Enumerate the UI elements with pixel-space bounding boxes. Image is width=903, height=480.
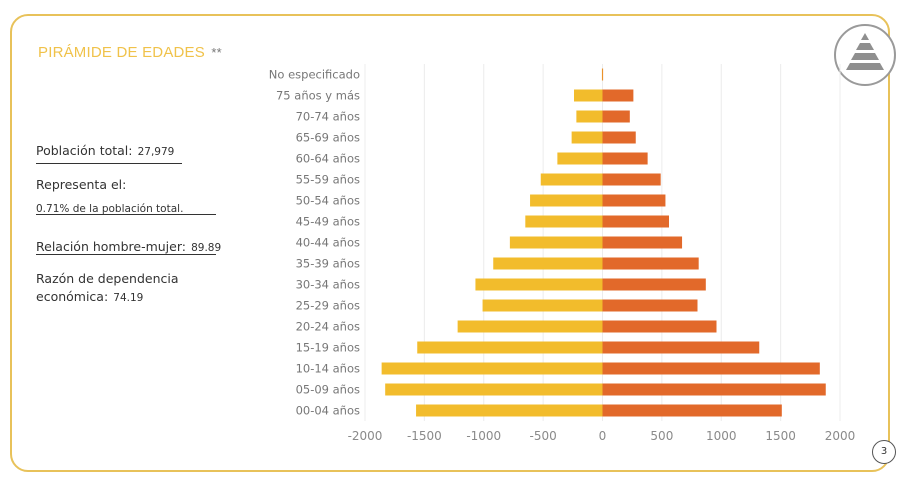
title-suffix: ** bbox=[211, 45, 222, 60]
razon-label-2: económica: bbox=[36, 289, 109, 304]
title-text: PIRÁMIDE DE EDADES bbox=[38, 44, 205, 61]
representa-underline bbox=[36, 214, 216, 215]
category-label: 15-19 años bbox=[296, 341, 360, 355]
representa-label: Representa el: bbox=[36, 177, 127, 192]
relacion-value: 89.89 bbox=[191, 242, 222, 254]
razon-dependencia: Razón de dependencia económica: 74.19 bbox=[36, 270, 179, 307]
x-tick-label: -1000 bbox=[466, 429, 501, 443]
category-label: 40-44 años bbox=[296, 236, 360, 250]
x-tick-label: 1500 bbox=[765, 429, 796, 443]
bar-left bbox=[381, 362, 603, 375]
bar-right bbox=[602, 68, 604, 81]
bar-left bbox=[475, 278, 603, 291]
bar-right bbox=[602, 152, 648, 165]
bar-right bbox=[602, 257, 699, 270]
category-label: 50-54 años bbox=[296, 194, 360, 208]
x-tick-label: 1000 bbox=[706, 429, 737, 443]
bar-left bbox=[417, 341, 603, 354]
x-tick-label: 2000 bbox=[825, 429, 856, 443]
relacion-hombre-mujer: Relación hombre-mujer: 89.89 bbox=[36, 236, 221, 255]
bar-right bbox=[602, 362, 820, 375]
labels-layer: -2000 -1500 -1000 -500 0 500 1000 1500 2000 No es… bbox=[269, 68, 855, 444]
bar-left bbox=[576, 110, 603, 123]
bars-layer bbox=[381, 68, 826, 417]
relacion-underline bbox=[36, 254, 216, 255]
x-tick-label: -500 bbox=[530, 429, 557, 443]
page-number: 3 bbox=[872, 440, 896, 464]
bar-left bbox=[557, 152, 603, 165]
category-label: 65-69 años bbox=[296, 131, 360, 145]
category-label: No especificado bbox=[269, 68, 360, 82]
bar-right bbox=[602, 341, 760, 354]
category-label: 20-24 años bbox=[296, 320, 360, 334]
bar-left bbox=[457, 320, 603, 333]
bar-right bbox=[602, 89, 634, 102]
slide-card bbox=[10, 14, 890, 472]
poblacion-label: Población total: bbox=[36, 143, 133, 158]
x-tick-label: -1500 bbox=[407, 429, 442, 443]
x-tick-label: -2000 bbox=[348, 429, 383, 443]
representa-label-row: Representa el: bbox=[36, 174, 126, 193]
bar-right bbox=[602, 320, 717, 333]
bar-right bbox=[602, 131, 636, 144]
bar-right bbox=[602, 194, 666, 207]
bar-left bbox=[509, 236, 603, 249]
bar-left bbox=[530, 194, 603, 207]
bar-right bbox=[602, 215, 669, 228]
bar-left bbox=[416, 404, 603, 417]
x-tick-label: 500 bbox=[650, 429, 673, 443]
bar-right bbox=[602, 278, 706, 291]
bar-right bbox=[602, 383, 826, 396]
category-label: 75 años y más bbox=[276, 89, 360, 103]
category-label: 10-14 años bbox=[296, 362, 360, 376]
bar-left bbox=[482, 299, 603, 312]
page-title: PIRÁMIDE DE EDADES ** bbox=[38, 44, 222, 61]
razon-label-1: Razón de dependencia bbox=[36, 271, 179, 286]
bar-right bbox=[602, 173, 661, 186]
representa-value: 0.71% de la población total. bbox=[36, 203, 184, 215]
category-label: 00-04 años bbox=[296, 404, 360, 418]
category-label: 05-09 años bbox=[296, 383, 360, 397]
bar-left bbox=[571, 131, 603, 144]
category-label: 70-74 años bbox=[296, 110, 360, 124]
x-tick-label: 0 bbox=[599, 429, 607, 443]
pyramid-icon bbox=[834, 24, 896, 86]
relacion-label: Relación hombre-mujer: bbox=[36, 239, 186, 254]
category-label: 60-64 años bbox=[296, 152, 360, 166]
category-label: 35-39 años bbox=[296, 257, 360, 271]
bar-right bbox=[602, 110, 630, 123]
razon-value: 74.19 bbox=[113, 292, 144, 304]
poblacion-total: Población total: 27,979 bbox=[36, 140, 174, 159]
bar-right bbox=[602, 299, 698, 312]
category-label: 55-59 años bbox=[296, 173, 360, 187]
bar-left bbox=[601, 68, 603, 81]
bar-right bbox=[602, 236, 683, 249]
bar-left bbox=[574, 89, 603, 102]
representa-value-row: 0.71% de la población total. bbox=[36, 197, 183, 216]
category-label: 25-29 años bbox=[296, 299, 360, 313]
bar-left bbox=[525, 215, 603, 228]
poblacion-underline bbox=[36, 163, 182, 164]
category-label: 30-34 años bbox=[296, 278, 360, 292]
bar-left bbox=[493, 257, 603, 270]
category-label: 45-49 años bbox=[296, 215, 360, 229]
bar-left bbox=[385, 383, 603, 396]
bar-right bbox=[602, 404, 782, 417]
poblacion-value: 27,979 bbox=[137, 146, 175, 158]
bar-left bbox=[540, 173, 603, 186]
